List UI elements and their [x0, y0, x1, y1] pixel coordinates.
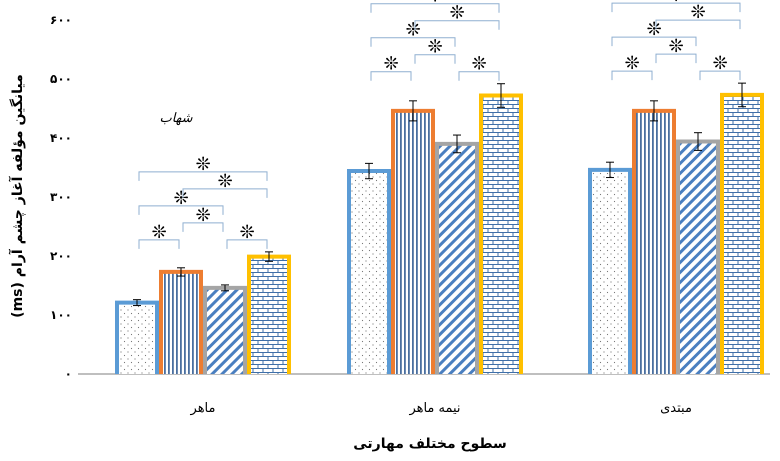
significance-bracket [370, 37, 456, 47]
significance-star: ❊ [383, 54, 398, 75]
y-tick-label: ۲۰۰ [50, 249, 72, 263]
significance-star: ❊ [217, 171, 232, 192]
significance-bracket [138, 205, 224, 215]
significance-brackets: ❊ ❊ ❊ ❊ ❊ ❊ ❊ ❊ ❊ ❊ ❊ ❊ ❊ ❊ ❊ ❊ ❊ ❊ [138, 0, 741, 249]
significance-star: ❊ [195, 205, 210, 226]
bar-group-1-bar-3 [203, 284, 247, 374]
significance-star: ❊ [405, 20, 420, 41]
significance-star: ❊ [646, 19, 661, 40]
x-axis-title: سطوح مختلف مهارتی [353, 436, 507, 452]
bar [249, 256, 289, 374]
significance-star: ❊ [690, 2, 705, 23]
bars [115, 82, 764, 375]
bar-group-1-bar-2 [159, 267, 203, 374]
significance-bracket [370, 71, 412, 81]
bar [437, 143, 477, 374]
significance-star: ❊ [624, 53, 639, 74]
y-axis-ticks: ۰ ۱۰۰ ۲۰۰ ۳۰۰ ۴۰۰ ۵۰۰ ۶۰۰ [50, 13, 72, 381]
category-labels: ماهر نیمه ماهر مبتدی [190, 401, 692, 416]
significance-bracket [138, 171, 268, 181]
bar [205, 287, 245, 374]
significance-bracket [611, 70, 653, 81]
significance-bracket [370, 3, 500, 13]
bar-group-3-bar-3 [676, 132, 720, 374]
significance-star: ❊ [668, 36, 683, 57]
bar-group-1-bar-4 [247, 251, 291, 374]
y-tick-label: ۵۰۰ [50, 72, 72, 86]
bar-group-3-bar-4 [720, 82, 764, 375]
y-tick-label: ۱۰۰ [50, 308, 72, 322]
significance-bracket [655, 53, 697, 64]
significance-bracket [699, 70, 741, 81]
bar-group-3-bar-2 [632, 100, 676, 375]
y-tick-label: ۳۰۰ [50, 190, 72, 204]
significance-bracket [182, 188, 268, 198]
bar-group-3-bar-1 [588, 161, 632, 374]
significance-star: ❊ [427, 0, 442, 7]
x-tick-label: ماهر [190, 401, 216, 416]
bar [481, 95, 521, 375]
bar [161, 271, 201, 374]
y-tick-label: ۶۰۰ [50, 13, 72, 27]
bar [117, 302, 157, 374]
significance-star: ❊ [471, 54, 486, 75]
chart-annotation: شهاب [159, 111, 193, 126]
significance-star: ❊ [427, 37, 442, 58]
x-tick-label: مبتدی [660, 401, 692, 416]
significance-star: ❊ [449, 3, 464, 24]
significance-bracket [138, 239, 180, 249]
significance-bracket [655, 19, 741, 30]
bar-group-1-bar-1 [115, 299, 159, 374]
significance-bracket [414, 54, 456, 64]
significance-star: ❊ [668, 0, 683, 6]
significance-star: ❊ [151, 222, 166, 243]
significance-bracket [611, 2, 741, 13]
y-tick-label: ۰ [65, 367, 72, 381]
x-tick-label: نیمه ماهر [408, 401, 460, 416]
bar-group-2-bar-1 [347, 162, 391, 374]
significance-bracket [182, 222, 224, 232]
bar-group-2-bar-2 [391, 100, 435, 375]
significance-star: ❊ [712, 53, 727, 74]
significance-bracket [458, 71, 500, 81]
y-tick-label: ۴۰۰ [50, 131, 72, 145]
significance-bracket [611, 36, 697, 47]
significance-bracket [226, 239, 268, 249]
bar [722, 94, 762, 375]
bar [678, 141, 718, 374]
bar-group-2-bar-3 [435, 134, 479, 374]
significance-star: ❊ [173, 188, 188, 209]
bar [393, 110, 433, 375]
bar [349, 171, 389, 374]
bar [590, 169, 630, 374]
significance-star: ❊ [195, 154, 210, 175]
significance-star: ❊ [239, 222, 254, 243]
bar [634, 110, 674, 375]
significance-bracket [414, 20, 500, 30]
y-axis-title: میانگین مؤلفه آغاز چشم آرام (ms) [8, 74, 26, 318]
bar-group-2-bar-4 [479, 83, 523, 375]
